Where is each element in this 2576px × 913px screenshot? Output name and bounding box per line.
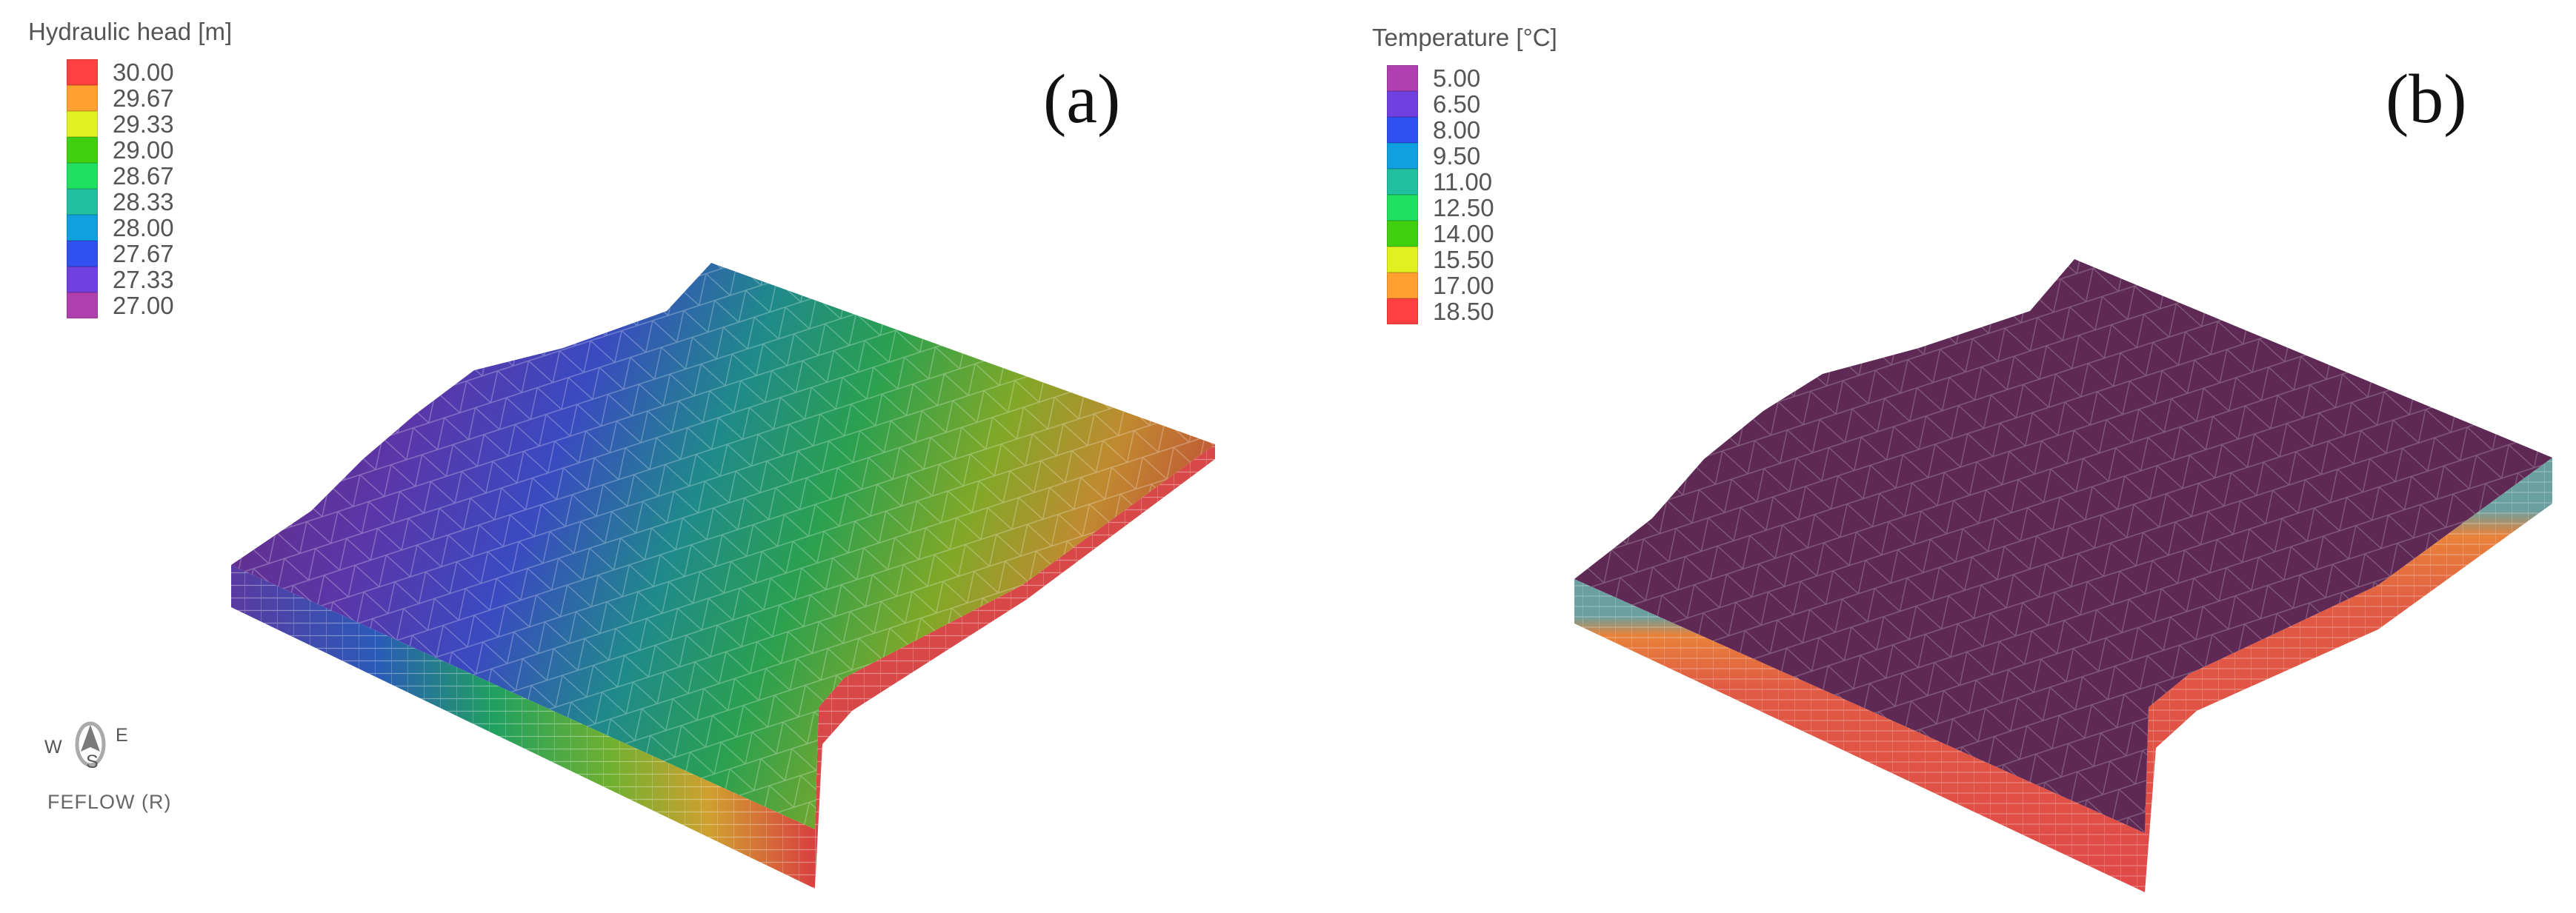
legend-value: 11.00 <box>1433 167 1493 195</box>
legend-item: 12.50 <box>1387 193 1557 221</box>
legend-swatch <box>1387 117 1418 143</box>
legend-swatch <box>67 267 98 292</box>
legend-value: 29.67 <box>113 84 174 112</box>
legend-value: 28.67 <box>113 161 174 190</box>
legend-value: 27.00 <box>113 291 174 319</box>
temperature-3d-view <box>1574 259 2552 892</box>
compass-south: S <box>86 752 99 772</box>
legend-swatch <box>67 241 98 267</box>
legend-swatch <box>1387 169 1418 195</box>
legend-swatch <box>67 292 98 318</box>
legend-item: 29.00 <box>67 136 232 164</box>
legend-value: 29.00 <box>113 136 174 164</box>
legend-item: 29.67 <box>67 84 232 112</box>
panel-b: Temperature [°C] 5.00 6.50 8.00 9.50 11.00 12… <box>1289 0 2576 913</box>
legend-item: 27.00 <box>67 291 232 319</box>
legend-item: 8.00 <box>1387 116 1557 144</box>
legend-title: Temperature [°C] <box>1372 24 1557 51</box>
legend-item: 15.50 <box>1387 245 1557 273</box>
legend-item: 28.33 <box>67 187 232 215</box>
temperature-legend: Temperature [°C] 5.00 6.50 8.00 9.50 11.00 12… <box>1372 24 1557 325</box>
compass-east: E <box>116 725 128 746</box>
legend-value: 9.50 <box>1433 141 1481 170</box>
legend-swatch <box>67 163 98 189</box>
legend-value: 28.00 <box>113 213 174 241</box>
legend-swatch <box>67 189 98 215</box>
legend-item: 5.00 <box>1387 64 1557 92</box>
compass-icon <box>75 721 106 767</box>
legend-item: 11.00 <box>1387 167 1557 195</box>
software-watermark: FEFLOW (R) <box>47 791 172 813</box>
legend-item: 18.50 <box>1387 297 1557 325</box>
legend-value: 17.00 <box>1433 271 1494 299</box>
legend-swatch <box>1387 195 1418 221</box>
legend-swatch <box>1387 143 1418 169</box>
legend-item: 30.00 <box>67 58 232 86</box>
compass-west: W <box>44 737 62 758</box>
legend-item: 27.67 <box>67 239 232 267</box>
legend-value: 27.67 <box>113 239 174 267</box>
legend-swatch <box>67 85 98 111</box>
panel-label-a: (a) <box>1043 61 1121 138</box>
legend-value: 18.50 <box>1433 297 1494 325</box>
legend-item: 28.67 <box>67 161 232 190</box>
hydraulic-head-3d-view <box>231 263 1215 889</box>
panel-a: Hydraulic head [m] 30.00 29.67 29.33 29.00 2… <box>28 18 1215 889</box>
legend-title: Hydraulic head [m] <box>28 18 233 45</box>
legend-item: 14.00 <box>1387 219 1557 247</box>
legend-swatch <box>1387 91 1418 117</box>
legend-swatch <box>1387 221 1418 247</box>
legend-swatch <box>67 215 98 241</box>
legend-item: 27.33 <box>67 265 232 293</box>
legend-value: 29.33 <box>113 110 174 138</box>
legend-swatch <box>67 111 98 137</box>
legend-value: 27.33 <box>113 265 174 293</box>
compass: W E S <box>44 715 133 774</box>
legend-swatch <box>1387 272 1418 298</box>
legend-swatch <box>1387 298 1418 324</box>
legend-item: 6.50 <box>1387 90 1557 118</box>
legend-swatch <box>1387 247 1418 272</box>
legend-swatch <box>67 137 98 163</box>
legend-value: 8.00 <box>1433 116 1481 144</box>
legend-value: 14.00 <box>1433 219 1494 247</box>
legend-swatch <box>1387 65 1418 91</box>
legend-item: 29.33 <box>67 110 232 138</box>
legend-value: 28.33 <box>113 187 174 215</box>
legend-value: 6.50 <box>1433 90 1481 118</box>
legend-item: 28.00 <box>67 213 232 241</box>
legend-value: 30.00 <box>113 58 174 86</box>
legend-item: 9.50 <box>1387 141 1557 170</box>
panel-label-b: (b) <box>2386 61 2467 138</box>
legend-swatch <box>67 59 98 85</box>
legend-value: 15.50 <box>1433 245 1494 273</box>
hydraulic-head-legend: Hydraulic head [m] 30.00 29.67 29.33 29.00 2… <box>28 18 233 319</box>
legend-value: 12.50 <box>1433 193 1494 221</box>
legend-item: 17.00 <box>1387 271 1557 299</box>
legend-value: 5.00 <box>1433 64 1481 92</box>
